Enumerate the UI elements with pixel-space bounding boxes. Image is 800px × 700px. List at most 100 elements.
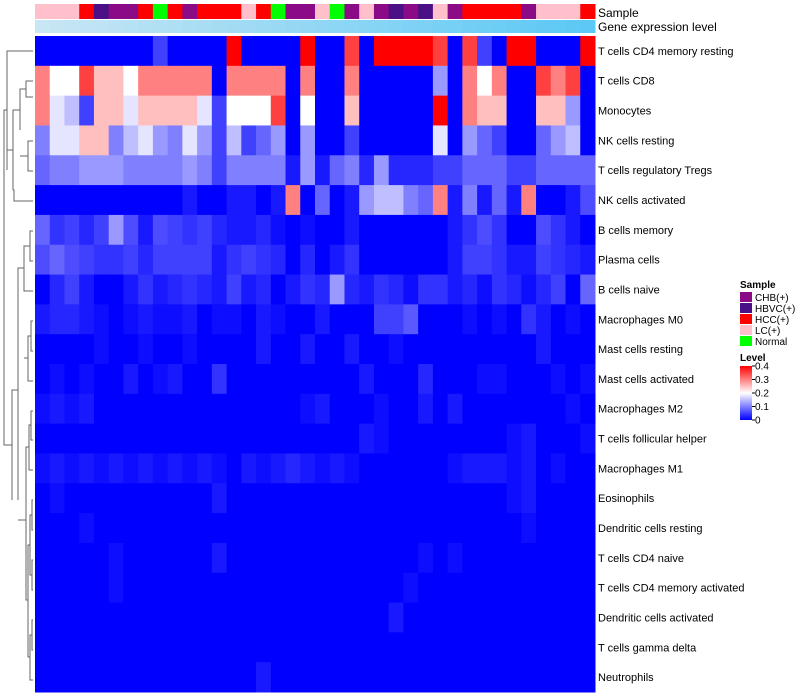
heatmap-cell — [418, 214, 434, 246]
heatmap-cell — [403, 334, 419, 365]
heatmap-cell — [329, 542, 345, 574]
heatmap-cell — [536, 662, 552, 693]
heatmap-cell — [256, 453, 272, 484]
heatmap-cell — [167, 542, 183, 574]
sample-bar-cell — [35, 4, 51, 19]
heatmap-cell — [315, 423, 331, 454]
heatmap-cell — [550, 155, 567, 186]
heatmap-cell — [521, 65, 537, 97]
heatmap-cell — [477, 214, 493, 246]
heatmap-cell — [359, 393, 375, 425]
heatmap-cell — [197, 423, 213, 454]
heatmap-cell — [447, 364, 463, 395]
heatmap-cell — [521, 125, 537, 156]
heatmap-cell — [580, 572, 596, 604]
heatmap-cell — [536, 214, 552, 246]
heatmap-cell — [491, 662, 508, 693]
heatmap-cell — [167, 662, 183, 693]
heatmap-cell — [152, 483, 169, 514]
heatmap-cell — [123, 304, 139, 335]
heatmap-cell — [329, 453, 345, 484]
heatmap-cell — [35, 572, 51, 604]
heatmap-cell — [197, 125, 213, 156]
heatmap-cell — [432, 65, 449, 97]
heatmap-cell — [108, 364, 124, 395]
row-label: B cells naive — [598, 284, 660, 296]
heatmap-cell — [182, 364, 198, 395]
gene-bar-cell — [300, 20, 316, 33]
heatmap-cell — [35, 95, 51, 126]
heatmap-cell — [182, 393, 198, 425]
heatmap-cell — [270, 65, 287, 97]
heatmap-cell — [447, 542, 463, 574]
heatmap-cell — [447, 274, 463, 305]
heatmap-cell — [388, 334, 404, 365]
heatmap-cell — [521, 36, 537, 67]
heatmap-cell — [506, 95, 522, 126]
heatmap-cell — [388, 244, 404, 276]
heatmap-cell — [79, 423, 95, 454]
heatmap-cell — [285, 364, 301, 395]
heatmap-cell — [300, 513, 316, 544]
heatmap-cell — [432, 334, 449, 365]
heatmap-cell — [462, 185, 478, 216]
heatmap-cell — [565, 393, 581, 425]
heatmap-cell — [79, 364, 95, 395]
heatmap-cell — [359, 423, 375, 454]
heatmap-cell — [329, 185, 345, 216]
heatmap-cell — [536, 36, 552, 67]
heatmap-cell — [211, 95, 228, 126]
row-label: T cells gamma delta — [598, 642, 697, 654]
heatmap-cell — [123, 155, 139, 186]
heatmap-cell — [152, 602, 169, 633]
heatmap-cell — [49, 304, 65, 335]
heatmap-cell — [373, 125, 390, 156]
heatmap-cell — [152, 513, 169, 544]
heatmap-cell — [403, 393, 419, 425]
annotation-label-gene-expression: Gene expression level — [598, 20, 717, 34]
heatmap-cell — [477, 483, 493, 514]
heatmap-cell — [447, 334, 463, 365]
heatmap-cell — [373, 542, 390, 574]
gene-bar-cell — [226, 20, 242, 33]
gene-bar-cell — [477, 20, 493, 33]
heatmap-cell — [93, 36, 110, 67]
row-label: Neutrophils — [598, 672, 654, 684]
heatmap-cell — [300, 274, 316, 305]
heatmap-cell — [565, 662, 581, 693]
heatmap-cell — [550, 65, 567, 97]
heatmap-cell — [521, 393, 537, 425]
heatmap-cell — [462, 572, 478, 604]
heatmap-cell — [329, 36, 345, 67]
heatmap-cell — [388, 125, 404, 156]
heatmap-cell — [93, 244, 110, 276]
heatmap-cell — [536, 632, 552, 663]
heatmap-cell — [211, 393, 228, 425]
heatmap-cell — [373, 572, 390, 604]
sample-bar-cell — [565, 4, 581, 19]
heatmap-cell — [93, 185, 110, 216]
heatmap-cell — [138, 423, 154, 454]
heatmap-cell — [285, 602, 301, 633]
heatmap-cell — [506, 244, 522, 276]
heatmap-cell — [477, 304, 493, 335]
heatmap-cell — [108, 513, 124, 544]
heatmap-cell — [403, 214, 419, 246]
heatmap-cell — [167, 513, 183, 544]
heatmap-cell — [49, 632, 65, 663]
heatmap-cell — [138, 65, 154, 97]
heatmap-cell — [35, 602, 51, 633]
heatmap-cell — [432, 155, 449, 186]
heatmap-cell — [344, 274, 360, 305]
heatmap-cell — [256, 125, 272, 156]
heatmap-cell — [462, 423, 478, 454]
heatmap-cell — [536, 244, 552, 276]
heatmap-cell — [241, 304, 257, 335]
heatmap-cell — [344, 632, 360, 663]
heatmap-cell — [373, 214, 390, 246]
heatmap-cell — [388, 572, 404, 604]
sample-bar-cell — [211, 4, 228, 19]
heatmap-cell — [447, 453, 463, 484]
heatmap-cell — [329, 95, 345, 126]
heatmap-cell — [270, 662, 287, 693]
